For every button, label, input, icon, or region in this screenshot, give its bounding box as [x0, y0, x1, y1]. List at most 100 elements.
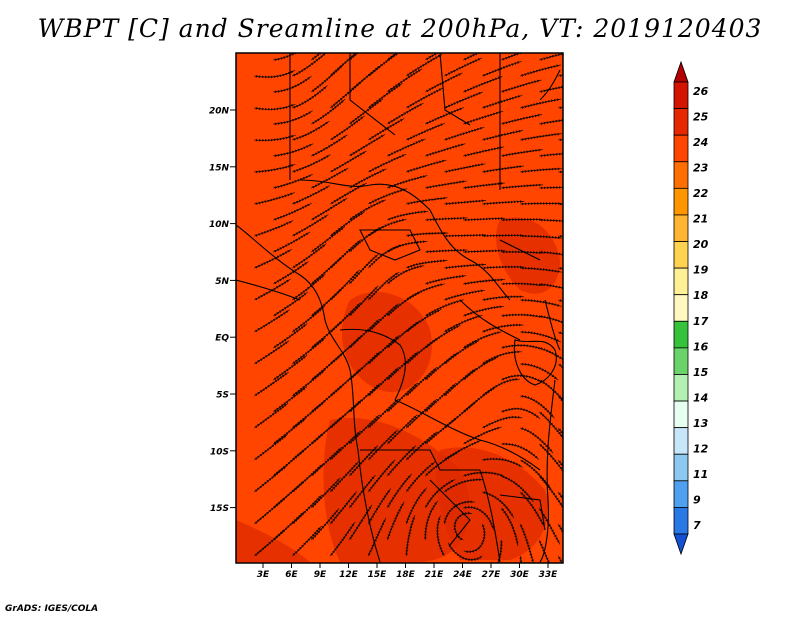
streamline: [254, 434, 288, 461]
streamline: [501, 407, 541, 420]
streamline: [519, 523, 534, 563]
streamline: [292, 214, 329, 237]
streamline: [501, 79, 542, 93]
lat-label: 5S: [216, 391, 229, 401]
colorbar-segment: [673, 81, 689, 109]
colorbar-segment: [673, 241, 689, 269]
streamline: [423, 500, 439, 540]
colorbar-segment: [673, 214, 689, 242]
streamline: [577, 412, 602, 446]
colorbar-label: 7: [693, 519, 701, 532]
lon-label: 9E: [314, 570, 327, 580]
streamline: [425, 274, 467, 285]
streamline: [292, 85, 328, 109]
lat-label: 15S: [210, 504, 229, 514]
streamline: [311, 98, 346, 125]
streamline: [501, 282, 544, 287]
lat-label: 15N: [209, 163, 230, 173]
streamline: [482, 265, 525, 270]
colorbar-segment: [673, 347, 689, 375]
streamline: [444, 163, 486, 174]
streamline: [539, 151, 563, 158]
streamline: [577, 508, 600, 543]
streamline: [254, 340, 290, 365]
streamline: [539, 379, 563, 407]
streamline: [558, 136, 563, 142]
colorbar-segment: [673, 507, 689, 535]
streamline: [577, 316, 614, 336]
coastline: [360, 449, 501, 563]
streamline: [424, 479, 456, 509]
streamline: [501, 374, 542, 383]
streamline: [463, 305, 505, 317]
coastline: [539, 69, 561, 351]
streamline: [539, 53, 563, 61]
streamline: [482, 95, 523, 109]
streamline: [463, 249, 506, 254]
streamline: [273, 143, 314, 158]
streamline: [425, 248, 468, 254]
streamline: [311, 167, 349, 189]
streamline: [539, 250, 563, 259]
colorbar-segment: [673, 400, 689, 429]
streamline: [406, 122, 445, 141]
lon-label: 33E: [539, 570, 559, 580]
streamlines: [254, 53, 619, 563]
streamline: [482, 323, 524, 333]
longitude-axis: 3E 6E 9E 12E 15E 18E 21E 24E 27E 30E 33E: [257, 563, 558, 580]
streamline: [254, 402, 289, 429]
streamline: [539, 314, 563, 329]
streamline: [254, 103, 296, 111]
streamline: [406, 196, 448, 205]
streamline: [254, 371, 289, 397]
streamline: [577, 444, 601, 478]
streamline: [447, 542, 483, 562]
streamline: [368, 153, 407, 173]
streamline: [539, 185, 563, 190]
colorbar-label: 26: [693, 85, 709, 98]
colorbar-segment: [673, 161, 689, 189]
colorbar: 26 25 24 23 22 21 20 19 18 17 16 15 14 13 12 11 9 7: [673, 60, 709, 556]
colorbar-label: 15: [693, 366, 709, 379]
streamline: [405, 514, 416, 557]
colorbar-label: 24: [693, 136, 708, 149]
streamline: [577, 476, 601, 511]
colorbar-segment: [673, 374, 689, 402]
streamline: [273, 231, 311, 253]
streamline: [387, 175, 428, 189]
streamline: [292, 185, 331, 205]
streamline: [273, 110, 313, 126]
coastlines-borders: [236, 53, 561, 563]
colorbar-label: 16: [693, 340, 709, 353]
colorbar-label: 19: [693, 264, 709, 277]
streamline: [482, 295, 525, 302]
streamline: [254, 528, 287, 557]
streamline: [482, 457, 523, 468]
lon-label: 24E: [453, 570, 473, 580]
colorbar-label: 18: [693, 289, 709, 302]
streamline: [539, 117, 563, 126]
colorbar-label: 11: [693, 468, 708, 481]
colorbar-segment: [673, 427, 689, 455]
streamline: [463, 53, 501, 61]
streamline: [501, 113, 543, 125]
streamline: [463, 146, 505, 157]
streamline: [577, 123, 619, 125]
coastline: [289, 53, 501, 190]
streamline: [387, 138, 426, 157]
streamline: [463, 216, 506, 222]
coastline: [513, 339, 557, 386]
streamline: [444, 289, 486, 301]
streamline: [292, 525, 322, 557]
streamline: [577, 89, 619, 93]
streamline: [520, 362, 559, 381]
streamline: [387, 210, 429, 221]
colorbar-label: 25: [693, 110, 709, 123]
streamline: [254, 248, 292, 269]
streamline: [538, 539, 557, 563]
streamline: [444, 91, 484, 109]
lon-label: 12E: [339, 570, 359, 580]
streamline: [463, 278, 506, 286]
lat-label: EQ: [215, 334, 229, 344]
